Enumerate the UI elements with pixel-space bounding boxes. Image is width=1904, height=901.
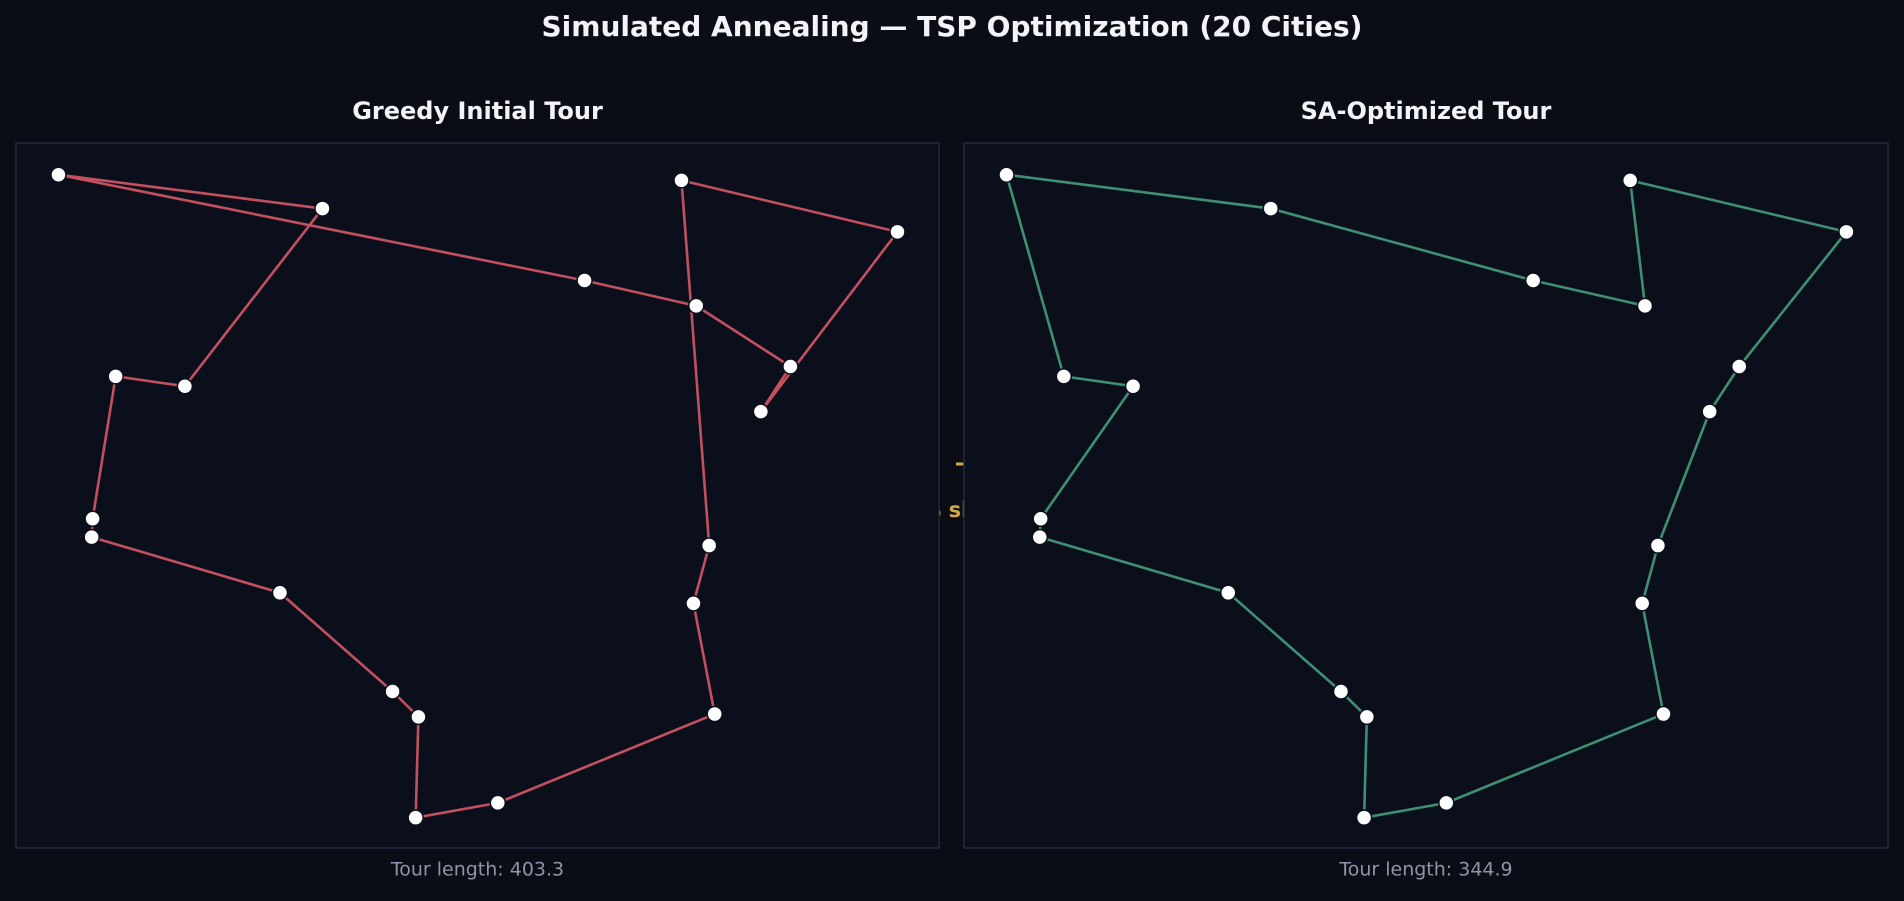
city <box>410 708 427 726</box>
city <box>1220 584 1237 602</box>
panel-frame <box>15 142 940 849</box>
city <box>752 403 770 420</box>
city <box>1438 794 1455 812</box>
city <box>1730 358 1748 375</box>
city <box>998 166 1015 183</box>
city <box>1524 272 1542 289</box>
city <box>782 358 799 375</box>
city <box>384 683 401 700</box>
city <box>489 794 507 812</box>
city <box>1838 223 1855 241</box>
city <box>314 200 331 217</box>
city <box>83 528 100 546</box>
city <box>700 537 718 554</box>
city <box>1621 172 1639 189</box>
city <box>1262 200 1280 217</box>
city <box>50 166 67 183</box>
city <box>1649 537 1667 554</box>
tour-length: Tour length: 403.3 <box>390 859 564 881</box>
city <box>107 368 124 385</box>
city <box>889 223 906 241</box>
city <box>706 705 723 723</box>
city <box>1701 403 1718 420</box>
city <box>1655 705 1672 723</box>
panel-title: SA-Optimized Tour <box>1301 97 1552 125</box>
panel-title: Greedy Initial Tour <box>352 97 603 125</box>
city <box>1358 708 1376 726</box>
panel-frame <box>963 142 1889 849</box>
city <box>688 297 705 315</box>
tour-length: Tour length: 344.9 <box>1338 859 1512 881</box>
city <box>1332 683 1350 700</box>
city <box>407 809 424 826</box>
city <box>176 377 194 395</box>
city <box>1124 377 1142 395</box>
city <box>576 272 593 289</box>
city <box>84 510 101 528</box>
city <box>1355 809 1373 826</box>
city <box>1055 368 1073 385</box>
figure-title: Simulated Annealing — TSP Optimization (… <box>542 10 1363 43</box>
city <box>271 584 289 602</box>
city <box>673 172 690 189</box>
city <box>685 595 702 612</box>
city <box>1031 528 1049 546</box>
city <box>1032 510 1049 528</box>
city <box>1633 595 1651 612</box>
city <box>1636 297 1654 315</box>
